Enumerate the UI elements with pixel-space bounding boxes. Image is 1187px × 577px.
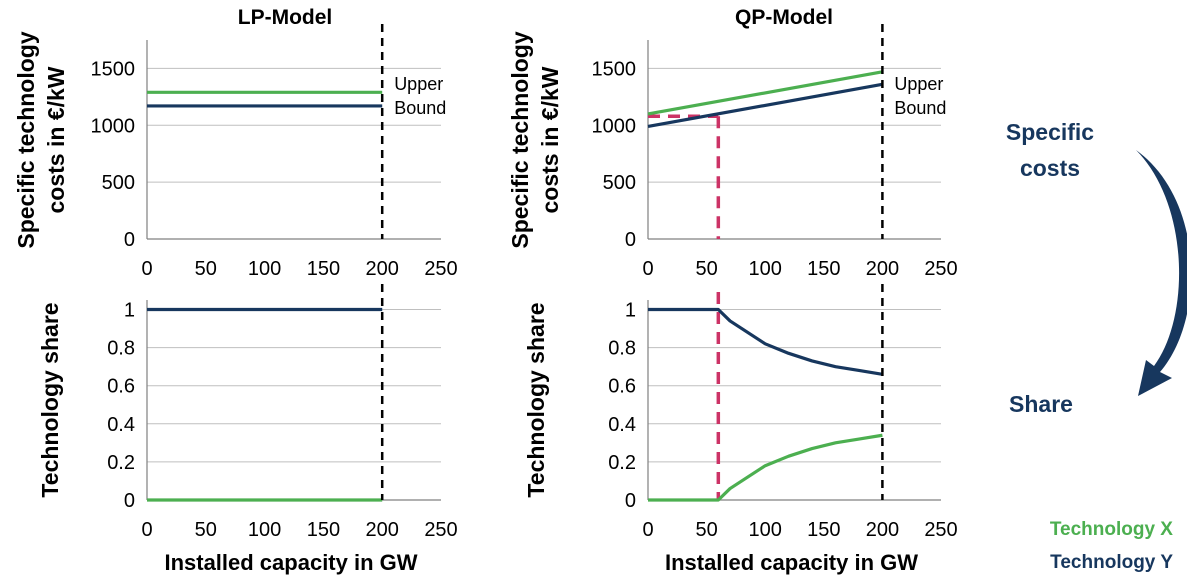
- x-tick-label: 100: [248, 258, 281, 280]
- x-axis-label: Installed capacity in GW: [164, 550, 417, 575]
- y-tick-label: 1000: [91, 115, 136, 137]
- x-tick-label: 200: [866, 258, 899, 280]
- x-tick-label: 250: [424, 519, 457, 541]
- x-tick-label: 250: [424, 258, 457, 280]
- upper-bound-annotation: Upper: [394, 74, 443, 94]
- series-technology-y: [648, 307, 883, 376]
- chart-title: LP-Model: [238, 6, 333, 29]
- x-tick-label: 50: [195, 519, 217, 541]
- chart-4: 0 0.2 0.4 0.6 0.8 1 0 50 100 150 200 250 Technology …: [523, 284, 958, 575]
- x-tick-label: 250: [924, 519, 957, 541]
- y-tick-label: 500: [603, 172, 636, 194]
- x-tick-label: 0: [642, 258, 653, 280]
- y-tick-label: 0: [625, 229, 636, 251]
- x-tick-label: 0: [141, 258, 152, 280]
- legend-technology-y: Technology Y: [1050, 552, 1173, 573]
- x-axis-label: Installed capacity in GW: [665, 550, 918, 575]
- side-label-specific: Specific: [1006, 119, 1094, 145]
- x-tick-label: 0: [141, 519, 152, 541]
- y-tick-label: 500: [102, 172, 135, 194]
- y-tick-label: 0.2: [107, 452, 135, 474]
- y-tick-label: 1500: [592, 58, 637, 80]
- y-axis-label: Specific technology: [507, 31, 533, 248]
- y-axis-label: Specific technology: [13, 31, 39, 248]
- chart-3: 0 0.2 0.4 0.6 0.8 1 0 50 100 150 200 250 Technology …: [37, 284, 458, 575]
- y-tick-label: 0.4: [608, 414, 636, 436]
- x-tick-label: 100: [749, 519, 782, 541]
- x-tick-label: 150: [807, 258, 840, 280]
- x-tick-label: 200: [366, 519, 399, 541]
- x-tick-label: 250: [924, 258, 957, 280]
- x-tick-label: 150: [807, 519, 840, 541]
- side-label-share: Share: [1009, 391, 1073, 417]
- x-tick-label: 50: [695, 258, 717, 280]
- y-tick-label: 0: [124, 490, 135, 512]
- x-tick-label: 100: [749, 258, 782, 280]
- side-annotations: Specific costs Share: [1006, 119, 1187, 417]
- upper-bound-annotation: Upper: [894, 74, 943, 94]
- chart-title: QP-Model: [735, 6, 833, 29]
- y-tick-label: 0.6: [608, 376, 636, 398]
- x-tick-label: 150: [307, 258, 340, 280]
- x-tick-label: 200: [366, 258, 399, 280]
- x-tick-label: 200: [866, 519, 899, 541]
- y-tick-label: 0.8: [107, 338, 135, 360]
- y-tick-label: 0.2: [608, 452, 636, 474]
- x-tick-label: 50: [195, 258, 217, 280]
- chart-2: 0 500 1000 1500 0 50 100 150 200 250 QP-Model Speci…: [507, 6, 958, 280]
- legend: Technology X Technology Y: [1050, 519, 1173, 573]
- y-tick-label: 1500: [91, 58, 136, 80]
- x-tick-label: 150: [307, 519, 340, 541]
- curved-arrow-icon: [1136, 150, 1187, 396]
- upper-bound-annotation: Bound: [894, 98, 946, 118]
- y-axis-label: costs in €/kW: [43, 66, 69, 213]
- y-axis-label: Technology share: [37, 302, 63, 497]
- x-tick-label: 50: [695, 519, 717, 541]
- series-technology-x: [648, 433, 883, 502]
- y-tick-label: 1: [124, 300, 135, 322]
- y-axis-label: Technology share: [523, 302, 549, 497]
- y-tick-label: 0.6: [107, 376, 135, 398]
- y-tick-label: 1000: [592, 115, 637, 137]
- legend-technology-x: Technology X: [1050, 519, 1173, 540]
- side-label-costs: costs: [1020, 155, 1080, 181]
- y-axis-label: costs in €/kW: [537, 66, 563, 213]
- y-tick-label: 0: [124, 229, 135, 251]
- series-technology-x: [647, 70, 883, 116]
- series-technology-y: [647, 82, 883, 128]
- x-tick-label: 100: [248, 519, 281, 541]
- y-tick-label: 0.8: [608, 338, 636, 360]
- y-tick-label: 1: [625, 300, 636, 322]
- chart-1: 0 500 1000 1500 0 50 100 150 200 250 LP-Model Speci…: [13, 6, 458, 280]
- y-tick-label: 0.4: [107, 414, 135, 436]
- y-tick-label: 0: [625, 490, 636, 512]
- upper-bound-annotation: Bound: [394, 98, 446, 118]
- x-tick-label: 0: [642, 519, 653, 541]
